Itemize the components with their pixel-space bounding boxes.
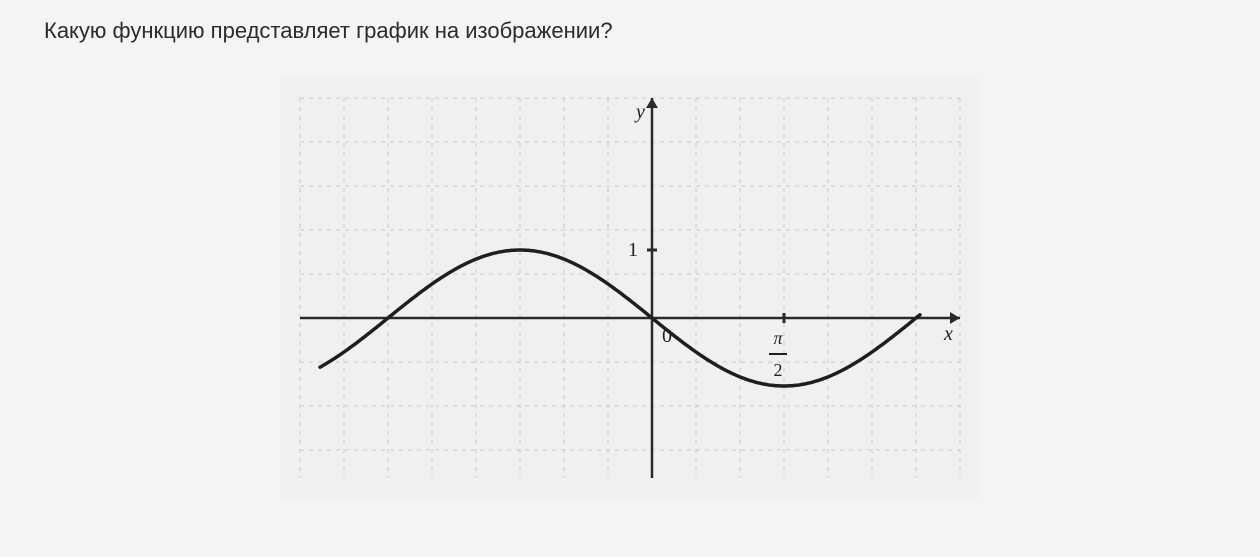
figure-container: y x 0 1 π 2	[44, 78, 1216, 498]
page-root: Какую функцию представляет график на изо…	[0, 0, 1260, 557]
svg-text:x: x	[943, 323, 953, 345]
chart-svg: y x 0 1 π 2	[280, 78, 980, 498]
svg-text:0: 0	[662, 325, 672, 347]
svg-text:π: π	[773, 328, 783, 348]
svg-text:1: 1	[628, 239, 638, 261]
svg-text:y: y	[634, 101, 645, 123]
svg-text:2: 2	[774, 360, 783, 380]
question-text: Какую функцию представляет график на изо…	[44, 18, 1216, 44]
chart-figure: y x 0 1 π 2	[280, 78, 980, 498]
